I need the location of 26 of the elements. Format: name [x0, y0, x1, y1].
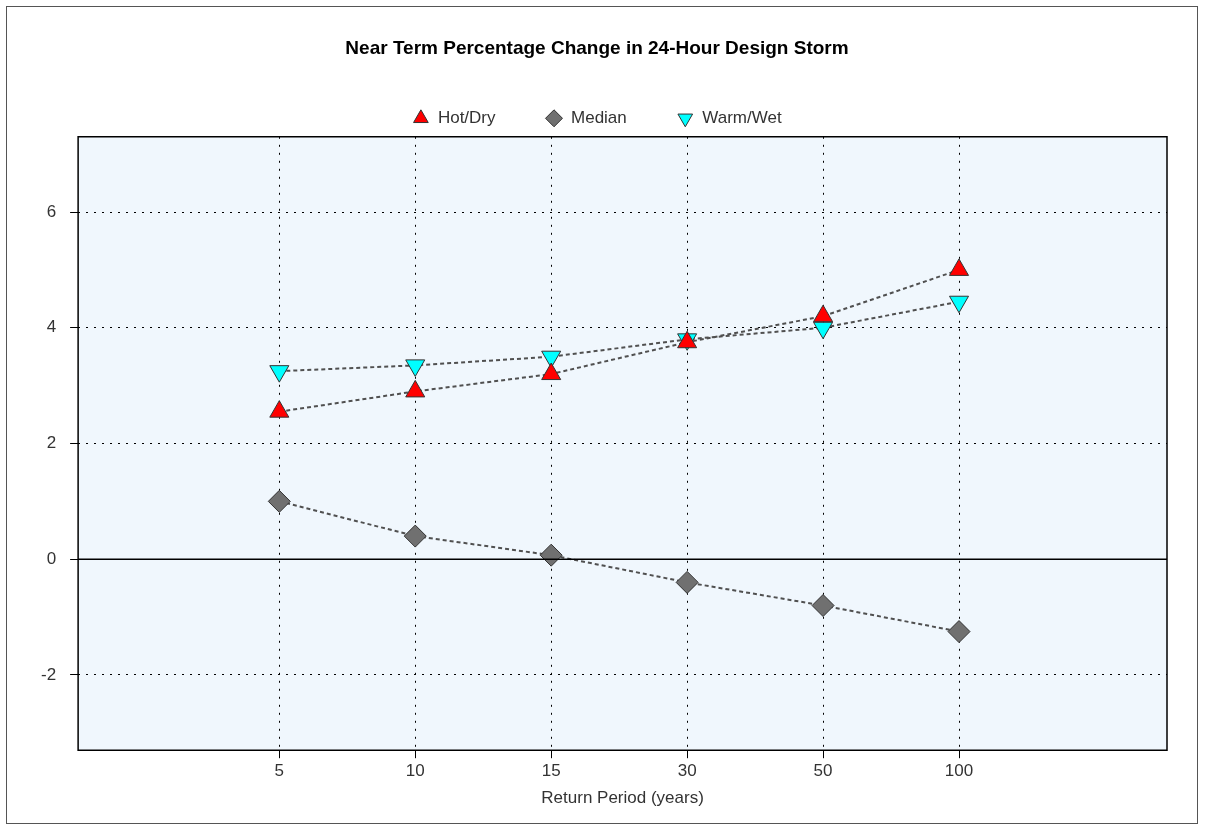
legend-label: Warm/Wet — [702, 107, 782, 127]
chart-title: Near Term Percentage Change in 24-Hour Design Storm — [345, 36, 849, 58]
point — [405, 379, 426, 398]
point — [541, 362, 562, 381]
legend-label: Median — [571, 107, 627, 127]
point — [403, 524, 427, 548]
x-tick-label: 15 — [541, 761, 561, 781]
y-tick-label: -2 — [40, 664, 57, 684]
point — [675, 570, 699, 594]
point — [267, 489, 291, 513]
x-axis-title: Return Period (years) — [541, 788, 704, 808]
point — [269, 400, 290, 418]
y-tick-label: 4 — [46, 317, 57, 337]
x-tick-label: 30 — [677, 761, 697, 781]
point — [948, 258, 970, 276]
x-tick-label: 50 — [813, 761, 833, 781]
y-tick-label: 6 — [46, 201, 57, 221]
legend-label: Hot/Dry — [437, 107, 497, 127]
point — [813, 304, 834, 323]
point — [811, 594, 835, 618]
point — [947, 620, 971, 644]
x-tick-label: 5 — [274, 761, 285, 781]
y-tick-label: 0 — [46, 548, 57, 568]
x-tick-label: 10 — [405, 761, 425, 781]
y-tick-label: 2 — [46, 433, 57, 453]
x-tick-label: 100 — [944, 761, 974, 781]
